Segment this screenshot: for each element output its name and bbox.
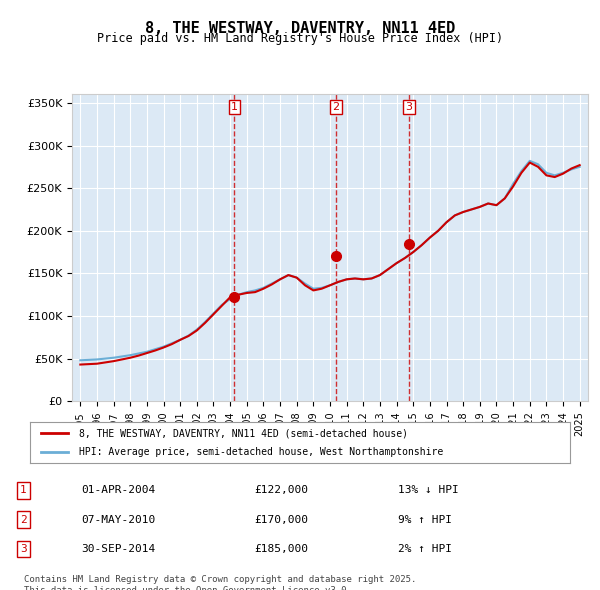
Text: 3: 3 [406, 102, 413, 112]
Text: £122,000: £122,000 [254, 486, 308, 496]
Text: 9% ↑ HPI: 9% ↑ HPI [398, 514, 452, 525]
Text: 2: 2 [332, 102, 340, 112]
Text: Price paid vs. HM Land Registry's House Price Index (HPI): Price paid vs. HM Land Registry's House … [97, 32, 503, 45]
Text: HPI: Average price, semi-detached house, West Northamptonshire: HPI: Average price, semi-detached house,… [79, 447, 443, 457]
Text: 2: 2 [20, 514, 27, 525]
Text: 1: 1 [231, 102, 238, 112]
Text: 13% ↓ HPI: 13% ↓ HPI [398, 486, 458, 496]
Text: £170,000: £170,000 [254, 514, 308, 525]
Text: 3: 3 [20, 544, 27, 554]
Text: £185,000: £185,000 [254, 544, 308, 554]
Text: Contains HM Land Registry data © Crown copyright and database right 2025.
This d: Contains HM Land Registry data © Crown c… [24, 575, 416, 590]
Text: 2% ↑ HPI: 2% ↑ HPI [398, 544, 452, 554]
Text: 07-MAY-2010: 07-MAY-2010 [81, 514, 155, 525]
Text: 01-APR-2004: 01-APR-2004 [81, 486, 155, 496]
Text: 8, THE WESTWAY, DAVENTRY, NN11 4ED: 8, THE WESTWAY, DAVENTRY, NN11 4ED [145, 21, 455, 35]
Text: 1: 1 [20, 486, 27, 496]
Text: 8, THE WESTWAY, DAVENTRY, NN11 4ED (semi-detached house): 8, THE WESTWAY, DAVENTRY, NN11 4ED (semi… [79, 428, 407, 438]
Text: 30-SEP-2014: 30-SEP-2014 [81, 544, 155, 554]
